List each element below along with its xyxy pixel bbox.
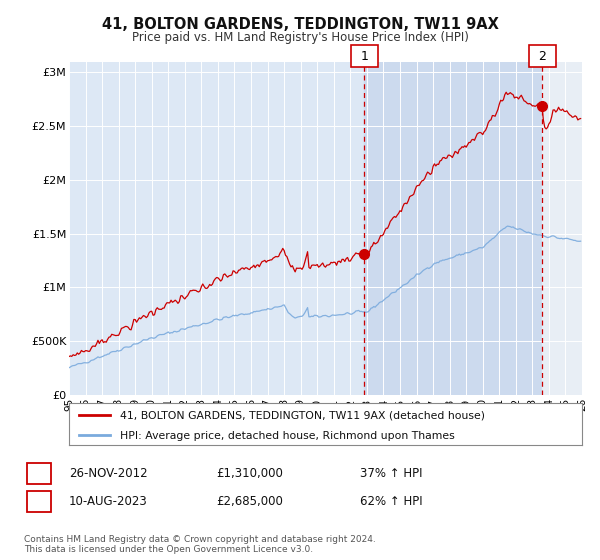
Bar — [542, 62, 581, 395]
Text: 26-NOV-2012: 26-NOV-2012 — [69, 466, 148, 480]
Bar — [364, 62, 542, 395]
Text: 37% ↑ HPI: 37% ↑ HPI — [360, 466, 422, 480]
Text: 1: 1 — [35, 466, 43, 480]
Text: 2: 2 — [538, 49, 546, 63]
Text: 2: 2 — [35, 494, 43, 508]
Text: 10-AUG-2023: 10-AUG-2023 — [69, 494, 148, 508]
Text: £1,310,000: £1,310,000 — [216, 466, 283, 480]
Text: 1: 1 — [360, 49, 368, 63]
Text: £2,685,000: £2,685,000 — [216, 494, 283, 508]
Text: 41, BOLTON GARDENS, TEDDINGTON, TW11 9AX (detached house): 41, BOLTON GARDENS, TEDDINGTON, TW11 9AX… — [121, 411, 485, 421]
Text: Contains HM Land Registry data © Crown copyright and database right 2024.
This d: Contains HM Land Registry data © Crown c… — [24, 535, 376, 554]
Text: HPI: Average price, detached house, Richmond upon Thames: HPI: Average price, detached house, Rich… — [121, 431, 455, 441]
Text: 62% ↑ HPI: 62% ↑ HPI — [360, 494, 422, 508]
Text: 41, BOLTON GARDENS, TEDDINGTON, TW11 9AX: 41, BOLTON GARDENS, TEDDINGTON, TW11 9AX — [101, 17, 499, 32]
Text: Price paid vs. HM Land Registry's House Price Index (HPI): Price paid vs. HM Land Registry's House … — [131, 31, 469, 44]
